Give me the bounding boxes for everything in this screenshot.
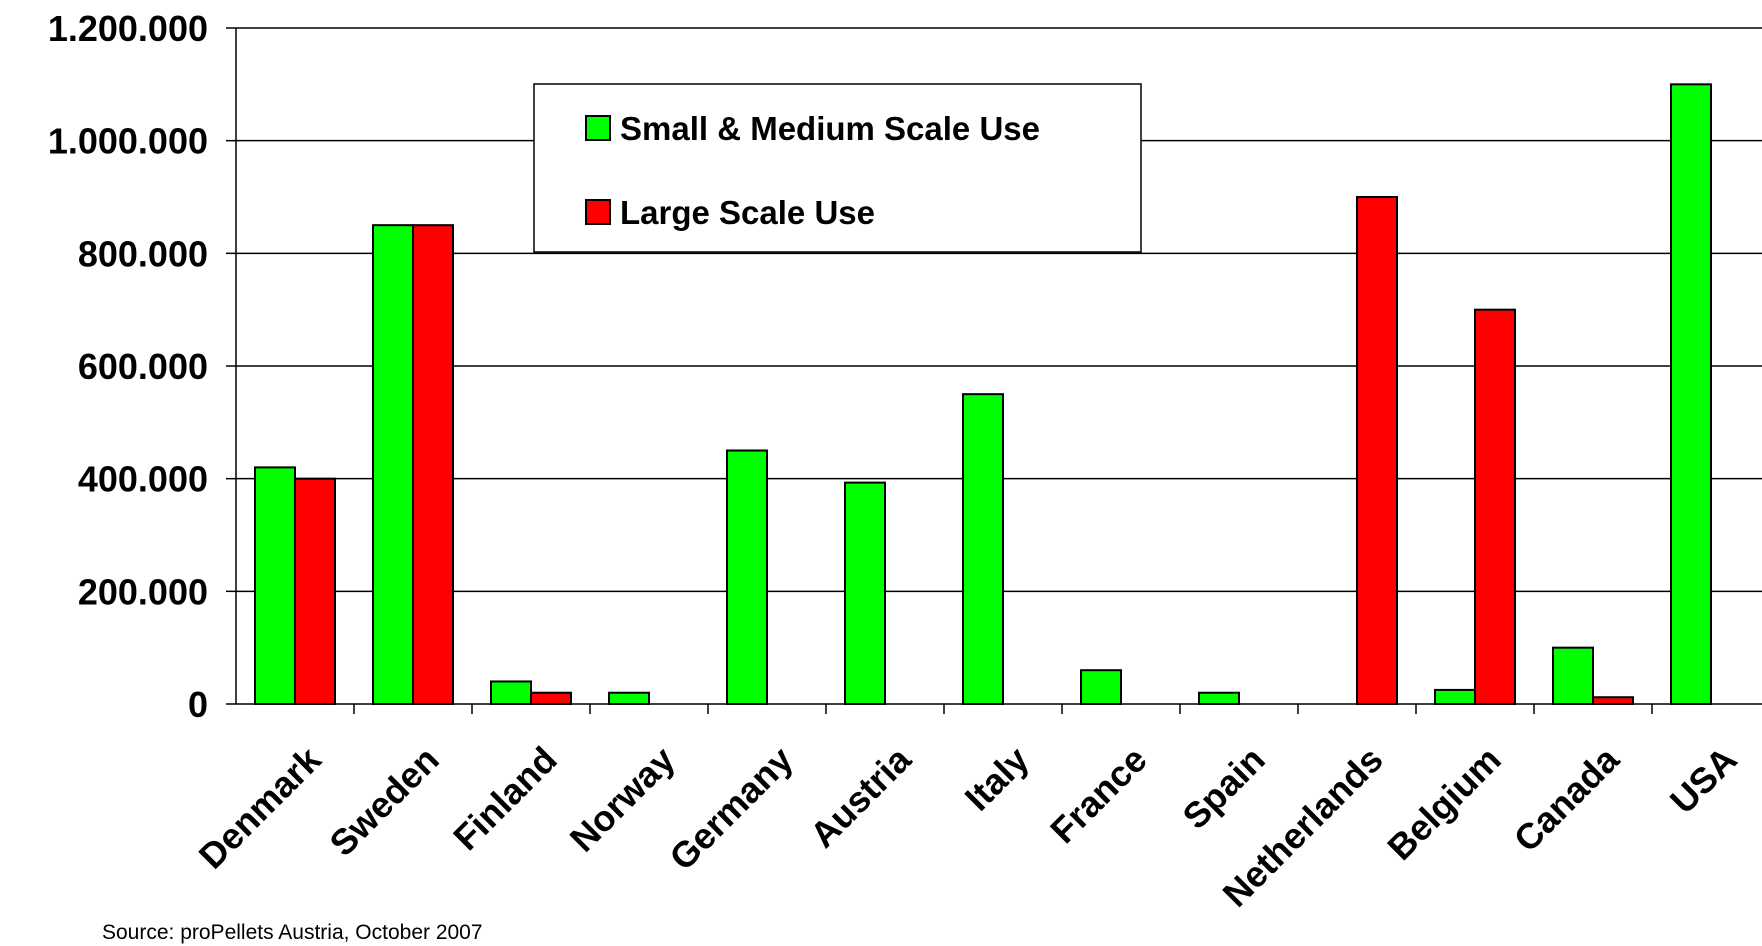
x-tick-label: France xyxy=(1042,739,1154,851)
legend-swatch xyxy=(585,115,611,141)
y-axis-ticks: 0 200.000 400.000 600.000 800.000 1.000.000 1.… xyxy=(48,8,236,725)
bar xyxy=(608,691,650,706)
y-tick-label: 0 xyxy=(188,684,208,725)
y-tick-label: 1.000.000 xyxy=(48,121,208,162)
y-tick-label: 600.000 xyxy=(78,346,208,387)
bar xyxy=(294,477,336,705)
bar xyxy=(1198,691,1240,706)
bar xyxy=(254,466,296,705)
bar xyxy=(1592,696,1634,705)
bar xyxy=(1552,646,1594,706)
bar xyxy=(490,680,532,706)
legend-item: Small & Medium Scale Use xyxy=(585,110,1040,147)
y-tick-label: 1.200.000 xyxy=(48,8,208,49)
bars xyxy=(254,83,1712,706)
x-tick-label: Denmark xyxy=(191,738,330,877)
legend-item: Large Scale Use xyxy=(585,194,875,231)
bar xyxy=(1080,669,1122,706)
x-tick-label: Italy xyxy=(957,739,1037,819)
x-tick-label: Germany xyxy=(661,739,800,878)
bar xyxy=(726,449,768,705)
x-tick-label: Austria xyxy=(802,738,919,855)
bar xyxy=(530,691,572,706)
x-tick-label: Sweden xyxy=(321,739,446,864)
x-tick-label: Norway xyxy=(562,739,683,860)
x-tick-label: Canada xyxy=(1506,738,1628,860)
x-tick-label: USA xyxy=(1662,739,1745,822)
bar xyxy=(1670,83,1712,706)
legend-box xyxy=(533,83,1142,253)
legend-swatch xyxy=(585,199,611,225)
legend-label: Small & Medium Scale Use xyxy=(620,110,1040,147)
bar xyxy=(372,224,414,706)
bar xyxy=(844,481,886,705)
x-tick-label: Belgium xyxy=(1379,739,1508,868)
bar xyxy=(412,224,454,706)
bar xyxy=(962,393,1004,705)
legend: Small & Medium Scale Use Large Scale Use xyxy=(533,83,1142,253)
x-tick-label: Finland xyxy=(445,739,565,859)
y-tick-label: 200.000 xyxy=(78,571,208,612)
bar xyxy=(1356,196,1398,705)
y-tick-label: 400.000 xyxy=(78,459,208,500)
bar xyxy=(1434,688,1476,706)
source-note: Source: proPellets Austria, October 2007 xyxy=(102,921,483,944)
legend-label: Large Scale Use xyxy=(620,194,875,231)
bar xyxy=(1474,308,1516,705)
y-tick-label: 800.000 xyxy=(78,233,208,274)
x-tick-label: Spain xyxy=(1174,739,1272,837)
